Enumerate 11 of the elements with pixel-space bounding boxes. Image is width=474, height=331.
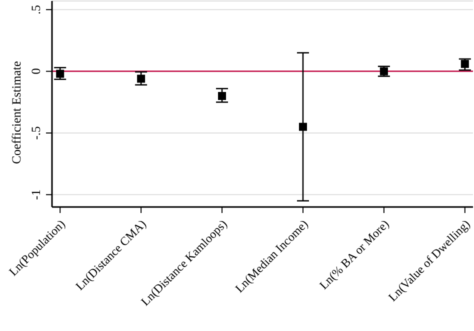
point [218,92,226,100]
point [137,74,146,83]
y-tick-label: -.5 [29,126,43,140]
point [460,60,469,68]
y-tick-label: 0 [29,68,43,74]
point [56,70,64,78]
point [380,67,388,76]
y-axis-title: Coefficient Estimate [9,60,24,164]
y-tick-label: .5 [29,4,43,14]
point [298,122,307,131]
y-tick-label: -1 [29,189,43,200]
